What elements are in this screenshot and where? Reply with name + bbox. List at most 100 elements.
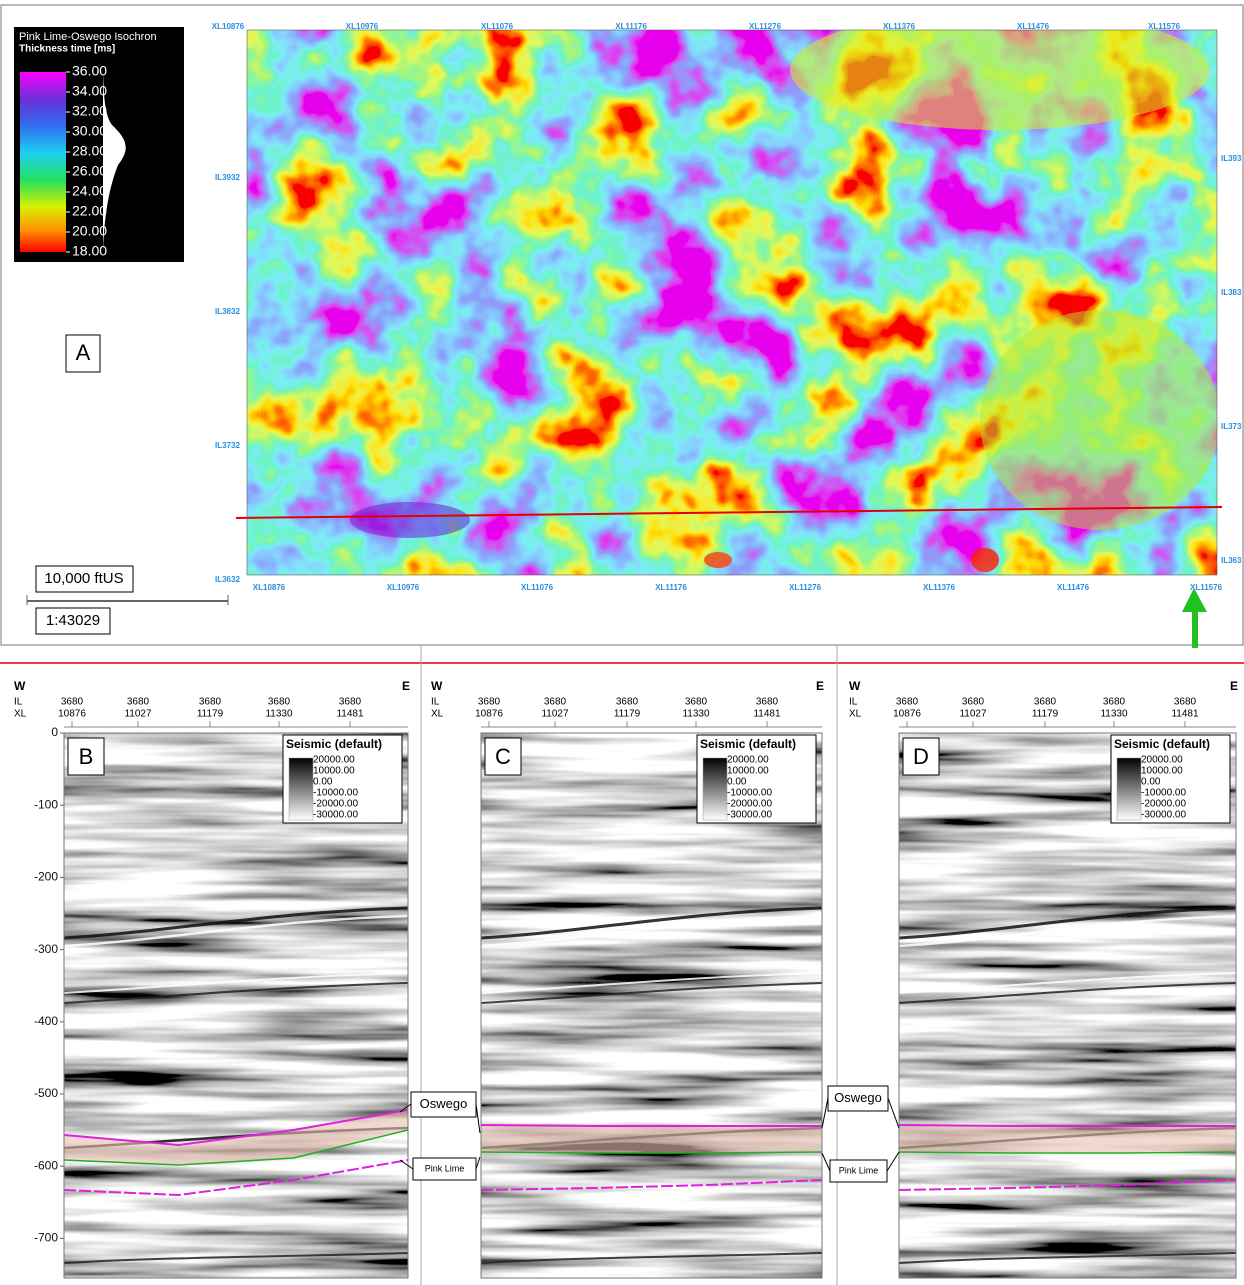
- depth-tick-label: 0: [51, 725, 58, 739]
- leader-line: [887, 1097, 900, 1129]
- west-label: W: [849, 679, 861, 693]
- il-value: 3680: [199, 697, 222, 708]
- xl-label-top: XL11076: [481, 22, 514, 31]
- isochron-band: [64, 1110, 408, 1165]
- seismic-legend-value: 10000.00: [1141, 766, 1183, 777]
- reflector: [899, 982, 1236, 1004]
- xl-value: 11027: [541, 709, 569, 720]
- legend-subtitle: Thickness time [ms]: [19, 44, 115, 55]
- xl-value: 11481: [753, 709, 781, 720]
- seismic-border: [480, 732, 823, 1279]
- reflector: [64, 914, 408, 948]
- xl-value: 11179: [1032, 709, 1059, 720]
- il-value: 3680: [962, 697, 985, 708]
- seismic-body: [481, 733, 822, 1278]
- oswego-label: Oswego: [420, 1096, 468, 1111]
- xl-label-top: XL11476: [1017, 22, 1050, 31]
- pink-lime-box: [829, 1159, 888, 1183]
- seismic-legend-value: -30000.00: [727, 810, 772, 821]
- seismic-section: W EILXL3680108763680110273680111793680113…: [431, 679, 824, 1279]
- il-value: 3680: [1034, 697, 1057, 708]
- il-value: 3680: [339, 697, 362, 708]
- panel-label: D: [913, 744, 929, 769]
- xl-value: 11179: [614, 709, 641, 720]
- leader-line: [399, 1159, 414, 1170]
- il-value: 3680: [896, 697, 919, 708]
- panel-label-box: [902, 737, 940, 776]
- oswego-box: [410, 1091, 477, 1118]
- il-label: IL: [14, 697, 23, 708]
- il-label-left: IL3932: [215, 173, 240, 182]
- legend-tick-label: 26.00: [72, 163, 107, 179]
- il-value: 3680: [61, 697, 84, 708]
- scale-box: [35, 565, 134, 593]
- seismic-legend-value: 20000.00: [727, 755, 769, 766]
- leader-line: [475, 1156, 481, 1170]
- seismic-body: [899, 733, 1236, 1278]
- reflector: [64, 982, 408, 1004]
- leader-line: [886, 1151, 900, 1172]
- seismic-legend-value: 0.00: [727, 777, 747, 788]
- legend-colorbar: [20, 72, 66, 252]
- xl-label-top: XL11576: [1148, 22, 1181, 31]
- pink-lime-horizon: [481, 1151, 822, 1154]
- depth-tick-label: -300: [34, 942, 58, 956]
- reflector: [64, 1252, 408, 1264]
- leader-line: [475, 1103, 481, 1134]
- xl-label-bottom: XL11476: [1057, 583, 1090, 592]
- seismic-legend-title: Seismic (default): [700, 737, 796, 751]
- depth-tick-label: -500: [34, 1086, 58, 1100]
- legend-tick-label: 18.00: [72, 243, 107, 259]
- xl-label-top: XL11276: [749, 22, 782, 31]
- seismic-border: [63, 732, 409, 1279]
- il-label-right: IL373: [1221, 422, 1242, 431]
- pink-lime-label: Pink Lime: [425, 1163, 465, 1173]
- xl-label-bottom: XL10876: [253, 583, 286, 592]
- il-label-right: IL363: [1221, 556, 1242, 565]
- pink-lime-horizon: [899, 1151, 1236, 1154]
- east-label: E: [402, 679, 410, 693]
- pink-lime-label: Pink Lime: [839, 1165, 879, 1175]
- il-value: 3680: [685, 697, 708, 708]
- seismic-border: [898, 732, 1237, 1279]
- xl-label-bottom: XL11576: [1190, 583, 1223, 592]
- scale-ratio-box: [35, 607, 111, 635]
- lower-horizon: [481, 1179, 822, 1191]
- il-value: 3680: [268, 697, 291, 708]
- seismic-legend-title: Seismic (default): [1114, 737, 1210, 751]
- scale-length: 10,000 ftUS: [44, 570, 123, 587]
- legend-histogram: [103, 72, 126, 252]
- seismic-legend-value: 10000.00: [727, 766, 769, 777]
- west-label: W: [14, 679, 26, 693]
- seismic-body: [64, 733, 408, 1278]
- xl-label-bottom: XL11076: [521, 583, 554, 592]
- legend-tick-label: 22.00: [72, 203, 107, 219]
- map-low: [704, 552, 732, 568]
- legend-tick-label: 20.00: [72, 223, 107, 239]
- seismic-legend-value: -20000.00: [1141, 799, 1186, 810]
- legend-tick-label: 32.00: [72, 103, 107, 119]
- east-label: E: [816, 679, 824, 693]
- lower-horizon: [899, 1179, 1236, 1191]
- xl-label: XL: [14, 709, 27, 720]
- xl-value: 11330: [265, 709, 293, 720]
- panel-label-box: [67, 737, 105, 776]
- il-value: 3680: [616, 697, 639, 708]
- il-label-right: IL393: [1221, 154, 1242, 163]
- legend-tick-label: 34.00: [72, 83, 107, 99]
- map-low: [350, 502, 470, 538]
- leader-line: [821, 1152, 831, 1172]
- pink-lime-horizon: [64, 1129, 408, 1166]
- reflector: [481, 906, 822, 940]
- seismic-section: W EILXL3680108763680110273680111793680113…: [14, 679, 410, 1279]
- depth-tick-label: -400: [34, 1014, 58, 1028]
- reflector: [899, 906, 1236, 940]
- legend-tick-label: 28.00: [72, 143, 107, 159]
- xl-value: 10876: [475, 709, 503, 720]
- seismic-legend-bar: [702, 757, 728, 821]
- legend-tick-label: 24.00: [72, 183, 107, 199]
- panel-label: C: [495, 744, 511, 769]
- il-value: 3680: [1103, 697, 1126, 708]
- il-label-left: IL3832: [215, 307, 240, 316]
